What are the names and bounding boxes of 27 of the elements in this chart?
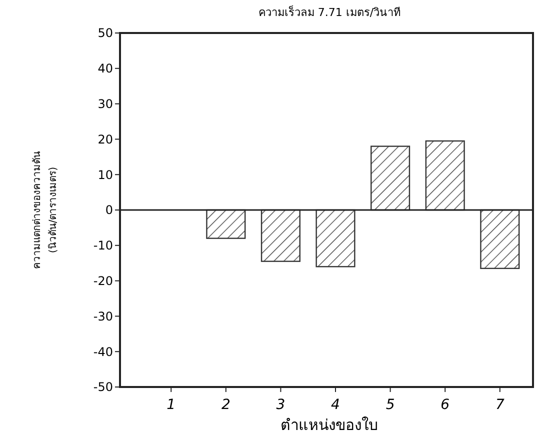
- chart-title: ความเร็วลม 7.71 เมตร/วินาที: [258, 5, 401, 19]
- y-tick-label: 0: [105, 203, 113, 218]
- bar: [316, 209, 356, 268]
- bar: [206, 209, 246, 239]
- x-tick-label: 4: [331, 397, 340, 413]
- y-tick-label: -10: [93, 238, 113, 253]
- bar: [480, 209, 520, 270]
- y-axis-title: ความแตกต่างของความดัน (นิวตัน/ตารางเมตร): [32, 151, 59, 269]
- x-axis-title: ตำแหน่งของใบ: [280, 416, 378, 434]
- x-tick-label: 3: [276, 397, 286, 413]
- y-tick-label: 30: [98, 97, 113, 111]
- y-tick-label: 10: [98, 168, 113, 182]
- y-tick-label: -50: [93, 380, 113, 394]
- y-tick-label: -30: [93, 309, 113, 324]
- x-tick-label: 7: [495, 397, 504, 413]
- x-tick-label: 2: [221, 397, 230, 413]
- bar: [425, 140, 465, 211]
- x-tick-label: 6: [440, 397, 450, 413]
- bar: [370, 146, 410, 211]
- y-tick-label: 50: [98, 26, 113, 40]
- y-tick-label: 40: [98, 62, 113, 76]
- x-tick-label: 1: [166, 397, 176, 413]
- y-tick-label: -40: [93, 344, 113, 359]
- y-tick-label: 20: [98, 132, 113, 146]
- x-tick-label: 5: [386, 397, 395, 413]
- bar: [260, 209, 300, 262]
- y-tick-label: -20: [93, 274, 113, 288]
